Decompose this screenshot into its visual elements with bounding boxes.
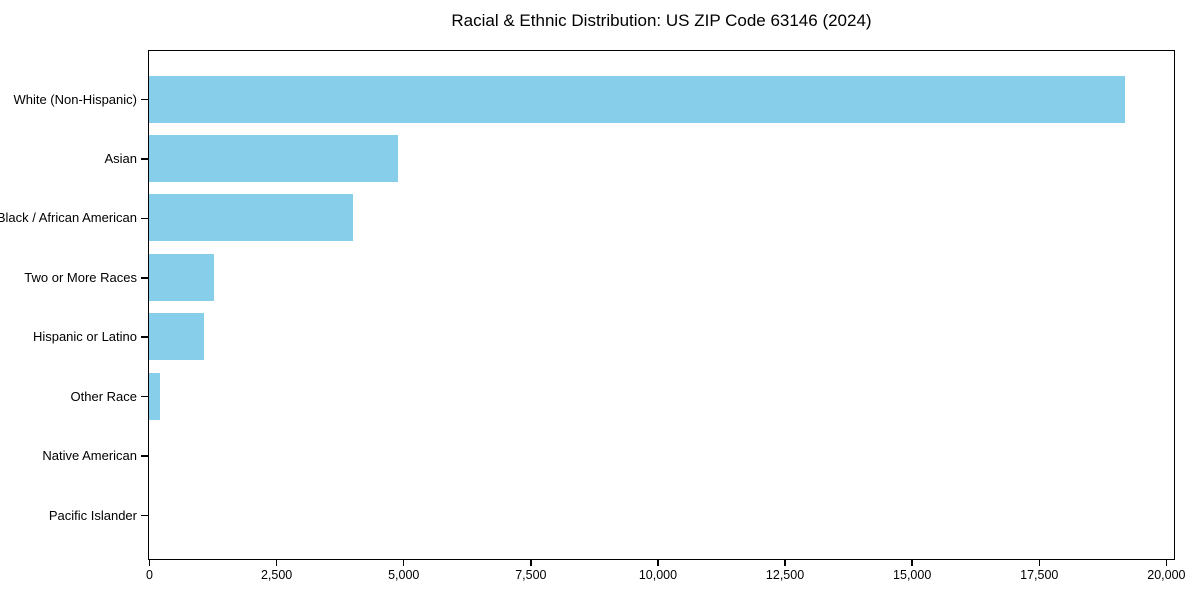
x-tick-label: 12,500 — [765, 568, 805, 582]
x-tick-label: 2,500 — [260, 568, 293, 582]
bar-black-african-american — [149, 194, 354, 242]
y-tick-mark — [141, 336, 148, 338]
x-tick-label: 17,500 — [1020, 568, 1059, 582]
bar-asian — [149, 134, 399, 182]
chart-title: Racial & Ethnic Distribution: US ZIP Cod… — [451, 11, 872, 30]
bar-two-or-more-races — [149, 253, 214, 301]
x-tick-mark — [1038, 560, 1041, 566]
x-tick-mark — [784, 560, 786, 566]
x-tick-mark — [275, 560, 278, 566]
y-tick-mark — [141, 514, 148, 517]
y-tick-label: Other Race — [70, 388, 137, 404]
y-tick-mark — [141, 455, 148, 457]
x-tick-mark — [911, 560, 913, 566]
y-tick-mark — [141, 217, 148, 220]
y-tick-label: Pacific Islander — [48, 507, 137, 523]
bar-other-race — [149, 372, 161, 420]
bar-white-non-hispanic — [149, 75, 1125, 123]
x-tick-mark — [530, 560, 532, 566]
x-tick-label: 5,000 — [388, 568, 420, 582]
x-tick-label: 20,000 — [1147, 568, 1186, 582]
y-tick-label: Two or More Races — [24, 269, 137, 285]
y-tick-label: Asian — [104, 150, 137, 166]
y-tick-mark — [141, 158, 148, 160]
x-tick-mark — [657, 560, 659, 566]
x-tick-mark — [402, 560, 405, 566]
y-tick-mark — [141, 277, 148, 279]
plot-area — [148, 50, 1175, 560]
y-tick-label: Hispanic or Latino — [32, 329, 137, 345]
y-tick-label: Native American — [42, 448, 137, 464]
x-tick-label: 15,000 — [893, 568, 932, 582]
x-tick-label: 7,500 — [515, 568, 547, 582]
y-tick-label: White (Non-Hispanic) — [13, 91, 137, 107]
x-tick-mark — [148, 560, 151, 566]
bar-hispanic-or-latino — [149, 313, 204, 361]
x-tick-mark — [1165, 560, 1168, 566]
x-tick-label: 0 — [146, 568, 153, 582]
x-tick-label: 10,000 — [638, 568, 678, 582]
y-tick-mark — [141, 395, 148, 398]
y-tick-mark — [141, 98, 148, 101]
y-tick-label: Black / African American — [0, 210, 137, 226]
